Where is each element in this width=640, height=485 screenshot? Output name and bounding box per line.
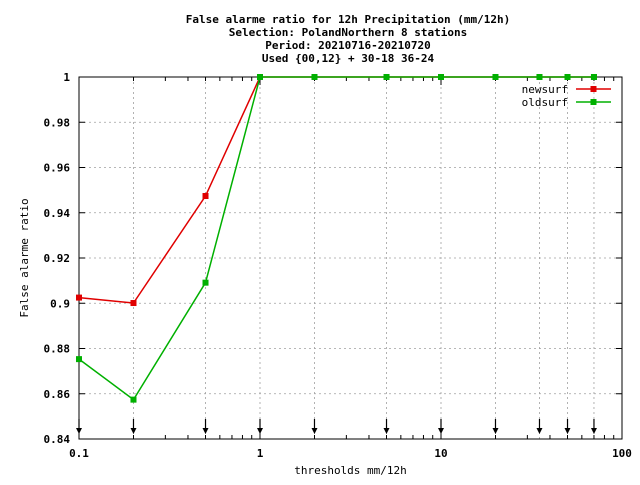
data-point-newsurf xyxy=(130,300,137,307)
chart-title: False alarme ratio for 12h Precipitation… xyxy=(186,13,511,65)
y-tick-label: 0.9 xyxy=(50,297,70,310)
series xyxy=(76,74,597,403)
threshold-marker-arrow xyxy=(590,428,597,434)
data-point-oldsurf xyxy=(130,396,137,403)
threshold-marker-arrow xyxy=(383,428,390,434)
data-point-oldsurf xyxy=(383,74,390,80)
data-point-oldsurf xyxy=(536,74,543,80)
legend-marker xyxy=(590,86,597,92)
axis-ticks: 0.84 0.86 0.88 0.9 0.92 0.94 0.96 0.98 1 0.1 1 10 10… xyxy=(44,71,632,460)
threshold-marker-arrow xyxy=(76,428,82,434)
x-tick-label: 1 xyxy=(257,447,264,460)
title-line: Period: 20210716-20210720 xyxy=(265,39,431,52)
data-point-newsurf xyxy=(76,294,82,301)
y-tick-label: 0.94 xyxy=(44,207,71,220)
threshold-marker-arrow xyxy=(492,428,499,434)
data-point-oldsurf xyxy=(311,74,318,80)
legend-label: oldsurf xyxy=(522,96,568,109)
y-tick-label: 0.88 xyxy=(44,343,71,356)
threshold-marker-arrow xyxy=(311,428,318,434)
threshold-marker-arrow xyxy=(130,428,137,434)
y-tick-label: 1 xyxy=(63,71,70,84)
title-line: Selection: PolandNorthern 8 stations xyxy=(229,26,467,39)
y-tick-label: 0.92 xyxy=(44,252,71,265)
data-point-oldsurf xyxy=(257,74,263,80)
x-tick-label: 100 xyxy=(612,447,632,460)
threshold-marker-arrow xyxy=(564,428,571,434)
series-line-newsurf xyxy=(78,76,594,304)
threshold-marker-arrow xyxy=(202,428,209,434)
data-point-oldsurf xyxy=(438,74,444,80)
data-point-oldsurf xyxy=(76,356,82,363)
x-tick-label: 0.1 xyxy=(69,447,89,460)
x-axis-label: thresholds mm/12h xyxy=(294,464,407,477)
threshold-marker-arrow xyxy=(536,428,543,434)
y-tick-label: 0.86 xyxy=(44,388,71,401)
threshold-marker-arrow xyxy=(257,428,263,434)
title-line: Used {00,12} + 30-18 36-24 xyxy=(262,52,435,65)
y-tick-label: 0.98 xyxy=(44,116,71,129)
x-tick-label: 10 xyxy=(434,447,447,460)
data-point-oldsurf xyxy=(202,279,209,286)
threshold-markers xyxy=(76,419,597,434)
legend-label: newsurf xyxy=(522,83,568,96)
data-point-oldsurf xyxy=(564,74,571,80)
data-point-newsurf xyxy=(202,193,209,200)
y-tick-label: 0.96 xyxy=(44,162,71,175)
data-point-oldsurf xyxy=(492,74,499,80)
y-tick-label: 0.84 xyxy=(44,433,71,446)
data-point-oldsurf xyxy=(590,74,597,80)
threshold-marker-arrow xyxy=(438,428,444,434)
legend-marker xyxy=(590,99,597,105)
series-line-oldsurf xyxy=(78,76,594,401)
grid xyxy=(79,77,622,439)
y-axis-label: False alarme ratio xyxy=(18,198,31,317)
title-line: False alarme ratio for 12h Precipitation… xyxy=(186,13,511,26)
